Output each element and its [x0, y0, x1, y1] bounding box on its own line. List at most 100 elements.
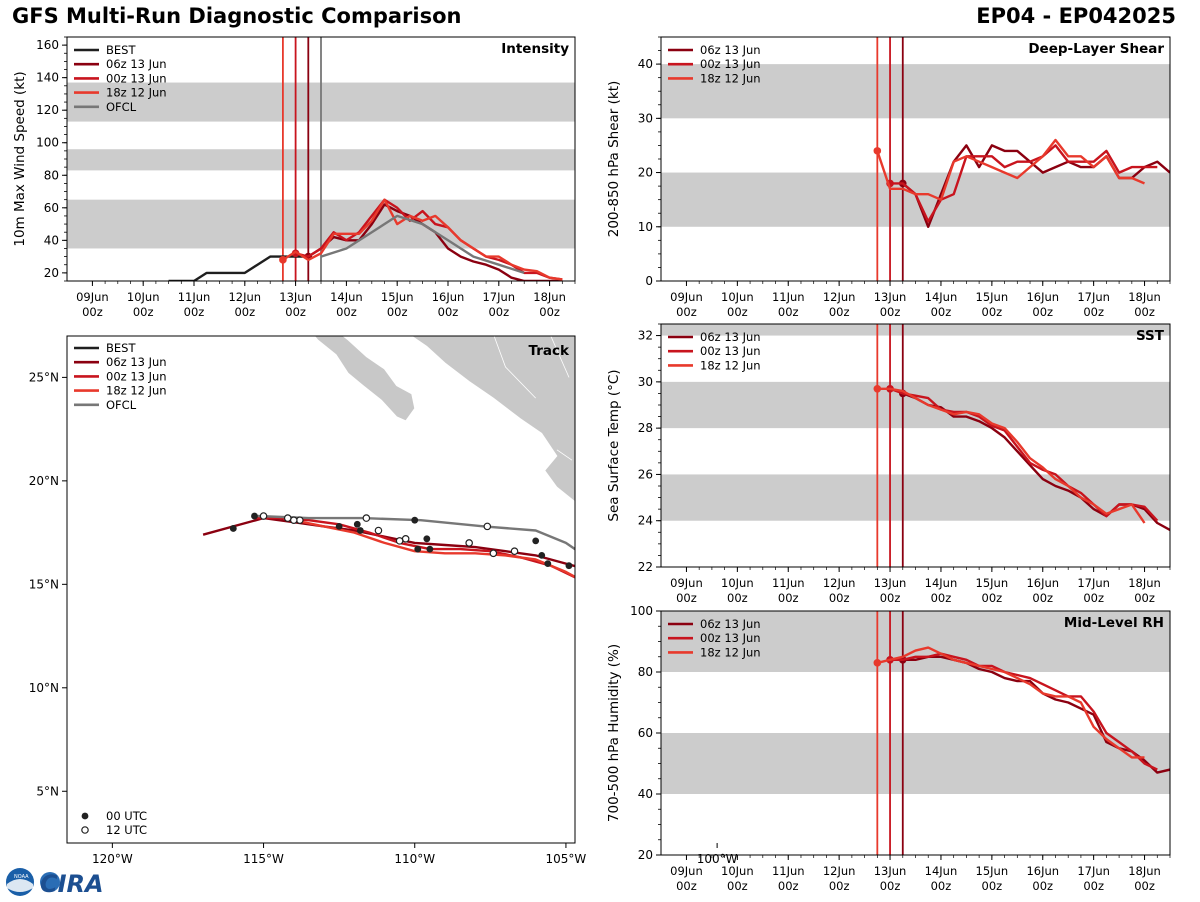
intensity-title: Intensity [501, 41, 569, 57]
track-marker-12utc [289, 516, 298, 524]
sst-panel: 22242628303209Jun00z10Jun00z11Jun00z12Ju… [606, 323, 1171, 605]
rh-xtick-label-hour: 00z [778, 879, 799, 893]
sst-ylabel: Sea Surface Temp (°C) [606, 369, 622, 521]
rh-legend-label: 00z 13 Jun [700, 631, 761, 645]
sst-xtick-label-hour: 00z [1134, 591, 1155, 605]
intensity-legend-label: BEST [106, 43, 136, 57]
track-marker-00utc [544, 560, 552, 568]
intensity-ytick-label: 120 [36, 103, 59, 117]
rh-legend-label: 06z 13 Jun [700, 617, 761, 631]
sst-xtick-label-day: 18Jun [1128, 576, 1161, 590]
shear-xtick-label-hour: 00z [1134, 305, 1155, 319]
rh-xtick-label-hour: 00z [727, 879, 748, 893]
rh-band [661, 733, 1170, 794]
track-marker-12utc [395, 537, 404, 545]
sst-ytick-label: 24 [638, 514, 653, 528]
rh-panel: 2040608010009Jun00z10Jun00z11Jun00z12Jun… [606, 604, 1171, 893]
track-marker-00utc [771, 682, 778, 689]
track-series-run_06z [202, 516, 575, 568]
sst-xtick-label-hour: 00z [676, 591, 697, 605]
intensity-ylabel: 10m Max Wind Speed (kt) [12, 71, 28, 246]
marker-legend-12utc-icon [81, 826, 89, 834]
track-marker-12utc [590, 575, 596, 581]
rh-xtick-label-hour: 00z [1134, 879, 1155, 893]
shear-xtick-label-day: 16Jun [1026, 290, 1059, 304]
sst-legend-label: 18z 12 Jun [700, 358, 761, 372]
shear-xtick-label-day: 13Jun [874, 290, 907, 304]
track-lat-label: 20°N [29, 474, 59, 488]
sst-ytick-label: 22 [638, 560, 653, 574]
baja-california-land [314, 336, 416, 422]
sst-init-point-run_18z [873, 385, 882, 393]
intensity-legend-label: OFCL [106, 100, 137, 114]
marker-legend-00utc-icon [81, 812, 89, 820]
shear-xtick-label-day: 11Jun [772, 290, 805, 304]
rh-xtick-label-hour: 00z [1032, 879, 1053, 893]
track-lat-label: 5°N [36, 784, 59, 798]
shear-xtick-label-day: 15Jun [976, 290, 1009, 304]
sst-plot-area [661, 324, 1170, 567]
intensity-xtick-label-hour: 00z [387, 305, 408, 319]
shear-panel: 01020304009Jun00z10Jun00z11Jun00z12Jun00… [606, 36, 1171, 319]
intensity-xtick-label-day: 12Jun [228, 290, 261, 304]
track-marker-12utc [362, 514, 371, 522]
shear-legend-label: 06z 13 Jun [700, 43, 761, 57]
track-marker-00utc [251, 512, 258, 520]
sst-ytick-label: 28 [638, 421, 653, 435]
track-lon-label: 120°W [92, 852, 133, 866]
shear-plot-area [661, 37, 1170, 281]
state-boundary [550, 336, 570, 378]
rh-xtick-label-day: 15Jun [976, 864, 1009, 878]
sst-xtick-label-hour: 00z [982, 591, 1003, 605]
intensity-xtick-label-day: 16Jun [432, 290, 465, 304]
track-marker-00utc [335, 522, 343, 530]
shear-band [661, 64, 1170, 119]
track-marker-00utc [356, 527, 364, 534]
intensity-ytick-label: 40 [44, 233, 59, 247]
rh-xtick-label-day: 13Jun [874, 864, 907, 878]
shear-xtick-label-hour: 00z [676, 305, 697, 319]
mainland-mexico-land [410, 336, 575, 503]
sst-xtick-label-hour: 00z [1083, 591, 1104, 605]
track-plot-area [202, 336, 832, 705]
sst-xtick-label-day: 12Jun [823, 576, 856, 590]
state-boundary [556, 449, 573, 461]
sst-title: SST [1136, 328, 1165, 344]
shear-xtick-label-day: 09Jun [670, 290, 703, 304]
track-marker-12utc [483, 522, 492, 531]
sst-series-run_18z [877, 387, 1146, 524]
track-marker-12utc [259, 512, 268, 520]
shear-xtick-label-day: 18Jun [1128, 290, 1161, 304]
storm-id: EP04 - EP042025 [976, 4, 1176, 28]
track-marker-12utc [296, 516, 304, 524]
intensity-series-ofcl [320, 214, 525, 275]
rh-init-point-run_18z [873, 659, 882, 667]
sst-xtick-label-hour: 00z [829, 591, 850, 605]
rh-title: Mid-Level RH [1064, 615, 1164, 631]
track-legend-label: BEST [106, 341, 136, 355]
track-lon-label: 105°W [546, 852, 587, 866]
intensity-xtick-label-day: 10Jun [127, 290, 160, 304]
shear-xtick-label-hour: 00z [931, 305, 952, 319]
sst-legend-label: 06z 13 Jun [700, 330, 761, 344]
track-legend-label: 00z 13 Jun [106, 369, 167, 383]
track-lon-label: 110°W [394, 852, 435, 866]
track-marker-00utc [565, 562, 573, 570]
intensity-xtick-label-hour: 00z [184, 305, 205, 319]
sst-xtick-label-day: 11Jun [772, 576, 805, 590]
track-marker-12utc [826, 699, 832, 705]
rh-xtick-label-hour: 00z [931, 879, 952, 893]
rh-xtick-label-day: 10Jun [721, 864, 754, 878]
page-title: GFS Multi-Run Diagnostic Comparison [12, 4, 462, 28]
track-marker-12utc [283, 514, 292, 522]
rh-xtick-label-day: 12Jun [823, 864, 856, 878]
shear-xtick-label-day: 12Jun [823, 290, 856, 304]
sst-ytick-label: 26 [638, 467, 653, 481]
track-marker-00utc [532, 537, 540, 545]
rh-ytick-label: 100 [630, 604, 653, 618]
sst-ytick-label: 32 [638, 329, 653, 343]
